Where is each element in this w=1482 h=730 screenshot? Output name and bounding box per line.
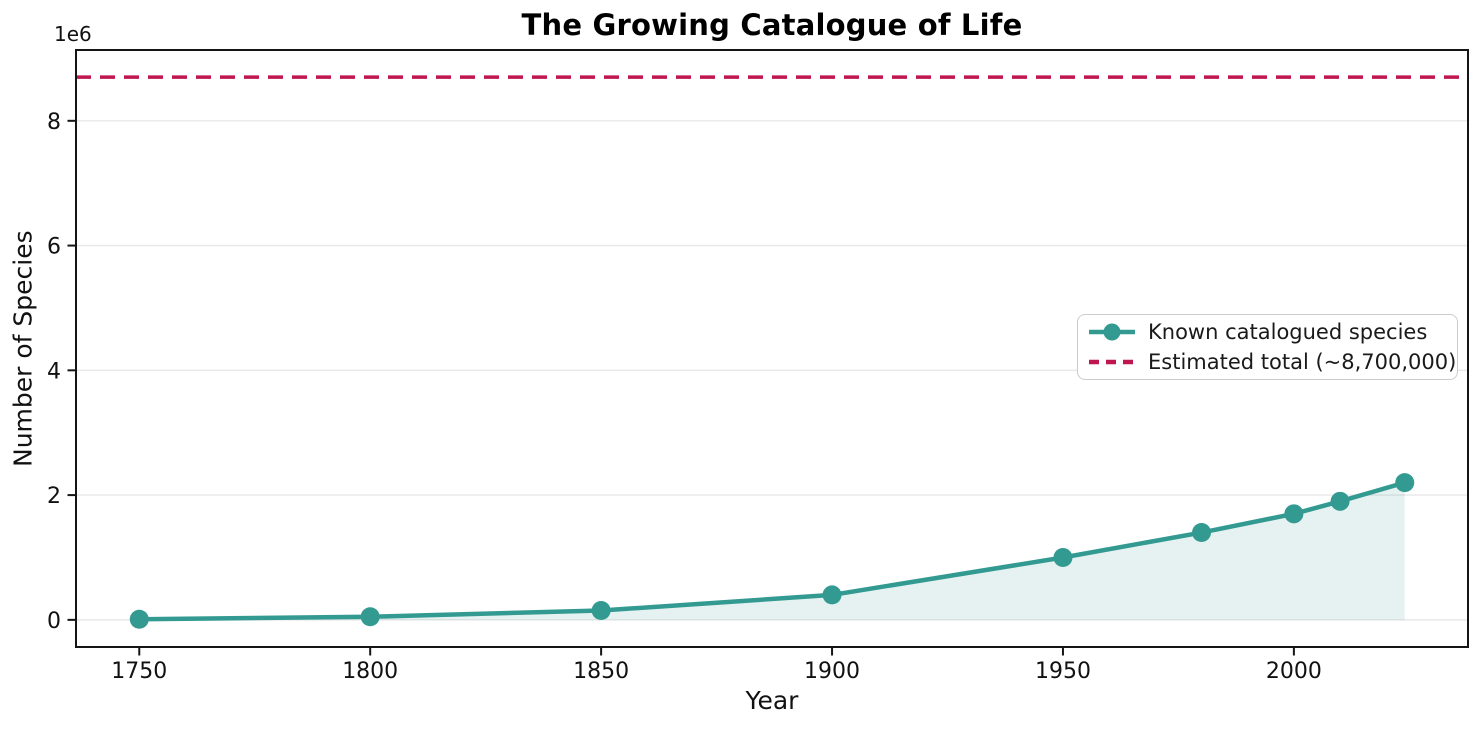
- legend-item-estimated-total: Estimated total (~8,700,000): [1088, 349, 1456, 376]
- x-tick-label: 1750: [111, 659, 167, 684]
- legend-item-known-species: Known catalogued species: [1088, 319, 1447, 346]
- data-point-marker: [129, 609, 149, 629]
- line-marker-sample-icon: [1088, 322, 1136, 342]
- x-tick-label: 1800: [342, 659, 398, 684]
- data-point-marker: [1053, 547, 1073, 567]
- y-tick-label: 0: [47, 609, 61, 634]
- x-axis-label: Year: [745, 686, 799, 715]
- data-point-marker: [1284, 504, 1304, 524]
- plot-border: [75, 49, 1469, 648]
- data-point-marker: [591, 601, 611, 621]
- data-point-marker: [1192, 523, 1212, 543]
- y-tick-label: 2: [47, 484, 61, 509]
- x-tick-label: 2000: [1266, 659, 1322, 684]
- x-tick-label: 1900: [804, 659, 860, 684]
- data-point-marker: [1330, 491, 1350, 511]
- legend-label-estimated-total: Estimated total (~8,700,000): [1148, 349, 1457, 374]
- y-tick-label: 6: [47, 235, 61, 260]
- y-axis-offset-label: 1e6: [54, 22, 92, 46]
- chart-title: The Growing Catalogue of Life: [521, 8, 1023, 42]
- dashed-line-sample-icon: [1088, 352, 1136, 372]
- data-point-marker: [360, 607, 380, 627]
- x-tick-label: 1850: [573, 659, 629, 684]
- x-tick-label: 1950: [1035, 659, 1091, 684]
- y-tick-label: 8: [47, 110, 61, 135]
- data-point-marker: [1395, 473, 1415, 493]
- legend: Known catalogued species Estimated total…: [1077, 314, 1458, 380]
- y-tick-label: 4: [47, 359, 61, 384]
- species-area-fill: [139, 482, 1405, 620]
- data-point-marker: [822, 585, 842, 605]
- legend-label-known-species: Known catalogued species: [1148, 320, 1428, 345]
